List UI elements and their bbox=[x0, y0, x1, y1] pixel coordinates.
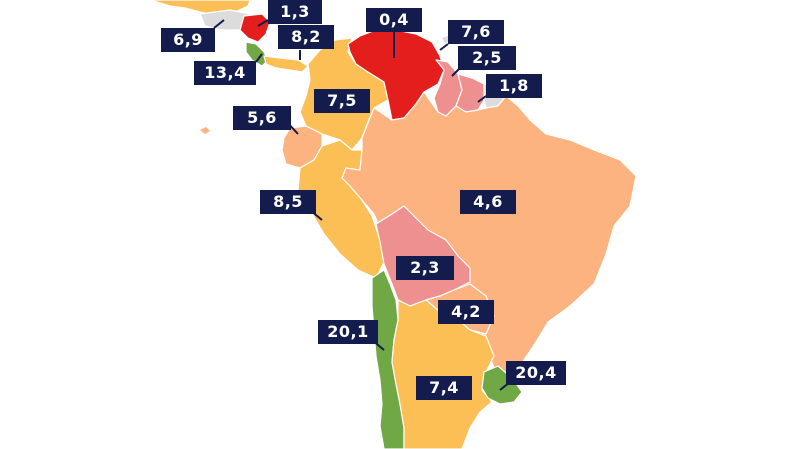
leader-guyana bbox=[439, 43, 449, 51]
leader-honduras bbox=[257, 19, 269, 27]
label-uruguay: 20,4 bbox=[506, 361, 566, 385]
label-colombia: 7,5 bbox=[314, 89, 370, 113]
label-guatemala: 6,9 bbox=[161, 28, 215, 52]
label-brazil: 4,6 bbox=[460, 190, 516, 214]
label-peru: 8,5 bbox=[260, 190, 316, 214]
country-costa-rica bbox=[245, 41, 269, 67]
leader-costa-rica bbox=[255, 53, 263, 63]
country-uruguay bbox=[481, 365, 523, 405]
country-peru bbox=[297, 139, 385, 279]
label-paraguay: 4,2 bbox=[438, 300, 494, 324]
label-ecuador: 5,6 bbox=[233, 106, 291, 130]
country-honduras bbox=[239, 13, 271, 43]
label-guyana: 7,6 bbox=[448, 20, 504, 44]
label-chile: 20,1 bbox=[318, 320, 378, 344]
label-french-guiana: 1,8 bbox=[486, 74, 542, 98]
country-panama bbox=[263, 55, 309, 73]
label-venezuela: 0,4 bbox=[366, 8, 422, 32]
leader-french-guiana bbox=[477, 95, 487, 103]
label-bolivia: 2,3 bbox=[396, 256, 454, 280]
label-honduras: 1,3 bbox=[268, 0, 322, 24]
label-argentina: 7,4 bbox=[416, 376, 472, 400]
galapagos-island bbox=[200, 127, 210, 134]
label-suriname: 2,5 bbox=[458, 46, 516, 70]
label-panama: 8,2 bbox=[278, 25, 334, 49]
leader-guatemala bbox=[213, 19, 225, 29]
label-costa-rica: 13,4 bbox=[194, 61, 256, 85]
